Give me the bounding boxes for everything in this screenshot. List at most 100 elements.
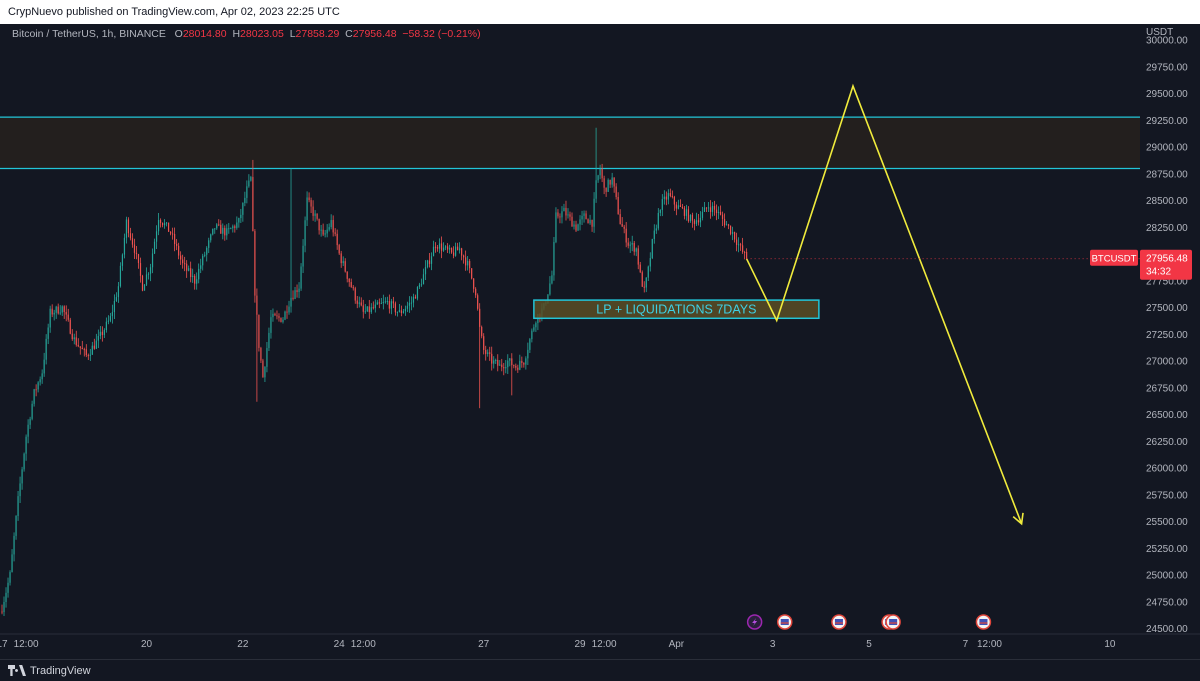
candle-body[interactable] xyxy=(129,233,132,239)
projection-arrowhead[interactable] xyxy=(1012,512,1024,526)
candle-body[interactable] xyxy=(424,267,427,275)
chart-area[interactable]: LP + LIQUIDATIONS 7DAYS USDT 30000.00 29750… xyxy=(0,24,1200,659)
candle-body[interactable] xyxy=(165,222,168,224)
candle-body[interactable] xyxy=(547,294,549,303)
candle-body[interactable] xyxy=(503,367,505,369)
candle-body[interactable] xyxy=(744,251,746,253)
candle-body[interactable] xyxy=(220,224,222,234)
candle-body[interactable] xyxy=(314,213,316,216)
candle-body[interactable] xyxy=(282,319,284,322)
candle-body[interactable] xyxy=(190,268,192,278)
candle-body[interactable] xyxy=(689,214,692,222)
candle-body[interactable] xyxy=(222,227,224,234)
candle-body[interactable] xyxy=(31,403,33,419)
candle-body[interactable] xyxy=(697,220,700,223)
candle-body[interactable] xyxy=(535,323,537,328)
candle-body[interactable] xyxy=(27,424,29,437)
candle-body[interactable] xyxy=(320,229,322,231)
candle-body[interactable] xyxy=(679,205,681,207)
candle-body[interactable] xyxy=(364,311,366,313)
candle-body[interactable] xyxy=(155,231,158,242)
candle-body[interactable] xyxy=(93,345,95,349)
candle-body[interactable] xyxy=(121,254,124,266)
candle-body[interactable] xyxy=(705,207,708,209)
candle-body[interactable] xyxy=(553,242,555,276)
candle-body[interactable] xyxy=(513,365,515,367)
candle-body[interactable] xyxy=(133,244,136,253)
candle-body[interactable] xyxy=(258,314,260,348)
candle-body[interactable] xyxy=(707,207,710,209)
candle-body[interactable] xyxy=(302,245,304,267)
candle-body[interactable] xyxy=(292,297,294,299)
candle-body[interactable] xyxy=(461,248,463,256)
candle-body[interactable] xyxy=(491,353,493,364)
candle-body[interactable] xyxy=(230,228,232,230)
candle-body[interactable] xyxy=(428,260,431,264)
candle-body[interactable] xyxy=(117,286,120,298)
candle-body[interactable] xyxy=(143,284,146,291)
candle-body[interactable] xyxy=(214,228,216,230)
candle-body[interactable] xyxy=(107,320,109,322)
candle-body[interactable] xyxy=(507,360,509,368)
candle-body[interactable] xyxy=(677,205,679,209)
candle-body[interactable] xyxy=(374,304,376,309)
candle-body[interactable] xyxy=(149,267,152,274)
candle-body[interactable] xyxy=(479,308,481,327)
candle-body[interactable] xyxy=(344,261,346,272)
candle-body[interactable] xyxy=(161,222,164,226)
candle-body[interactable] xyxy=(135,252,138,255)
last-price-badge[interactable] xyxy=(1140,249,1192,280)
candle-body[interactable] xyxy=(79,346,81,348)
candle-body[interactable] xyxy=(723,218,726,226)
candle-body[interactable] xyxy=(99,331,101,337)
candle-body[interactable] xyxy=(739,244,742,246)
candle-body[interactable] xyxy=(310,200,312,207)
candle-body[interactable] xyxy=(495,359,497,361)
candle-body[interactable] xyxy=(5,592,7,603)
candle-body[interactable] xyxy=(661,199,663,210)
candle-body[interactable] xyxy=(153,241,156,254)
candle-body[interactable] xyxy=(551,275,553,284)
candle-body[interactable] xyxy=(224,227,226,236)
candle-body[interactable] xyxy=(338,245,340,254)
candle-body[interactable] xyxy=(47,327,49,339)
candle-body[interactable] xyxy=(599,168,601,176)
candle-body[interactable] xyxy=(735,239,738,245)
candle-body[interactable] xyxy=(605,187,607,192)
candle-body[interactable] xyxy=(43,359,45,374)
candle-body[interactable] xyxy=(298,288,300,293)
candle-body[interactable] xyxy=(489,352,491,354)
candle-body[interactable] xyxy=(248,180,250,187)
candle-body[interactable] xyxy=(67,314,69,320)
candle-body[interactable] xyxy=(454,246,457,256)
candle-body[interactable] xyxy=(216,224,218,229)
candle-body[interactable] xyxy=(184,263,186,265)
candle-body[interactable] xyxy=(139,263,142,276)
candle-body[interactable] xyxy=(85,349,87,356)
candle-body[interactable] xyxy=(721,214,724,219)
candle-body[interactable] xyxy=(561,211,563,218)
candle-body[interactable] xyxy=(459,248,461,251)
candle-body[interactable] xyxy=(57,306,59,314)
candle-body[interactable] xyxy=(206,247,208,255)
candle-body[interactable] xyxy=(487,352,489,354)
candle-body[interactable] xyxy=(577,224,579,231)
candle-body[interactable] xyxy=(517,367,519,370)
candle-body[interactable] xyxy=(711,205,714,212)
candle-body[interactable] xyxy=(589,219,591,224)
candle-body[interactable] xyxy=(521,360,523,363)
candle-body[interactable] xyxy=(601,168,603,179)
candle-body[interactable] xyxy=(45,338,47,360)
candle-body[interactable] xyxy=(392,301,394,304)
candle-body[interactable] xyxy=(366,306,368,312)
candle-body[interactable] xyxy=(639,264,641,273)
candle-body[interactable] xyxy=(111,312,113,317)
candle-body[interactable] xyxy=(713,205,716,210)
candle-body[interactable] xyxy=(737,244,740,246)
candle-body[interactable] xyxy=(123,237,126,255)
candle-body[interactable] xyxy=(362,305,364,312)
candle-body[interactable] xyxy=(402,311,405,314)
candle-body[interactable] xyxy=(609,179,611,185)
candle-body[interactable] xyxy=(372,307,374,309)
